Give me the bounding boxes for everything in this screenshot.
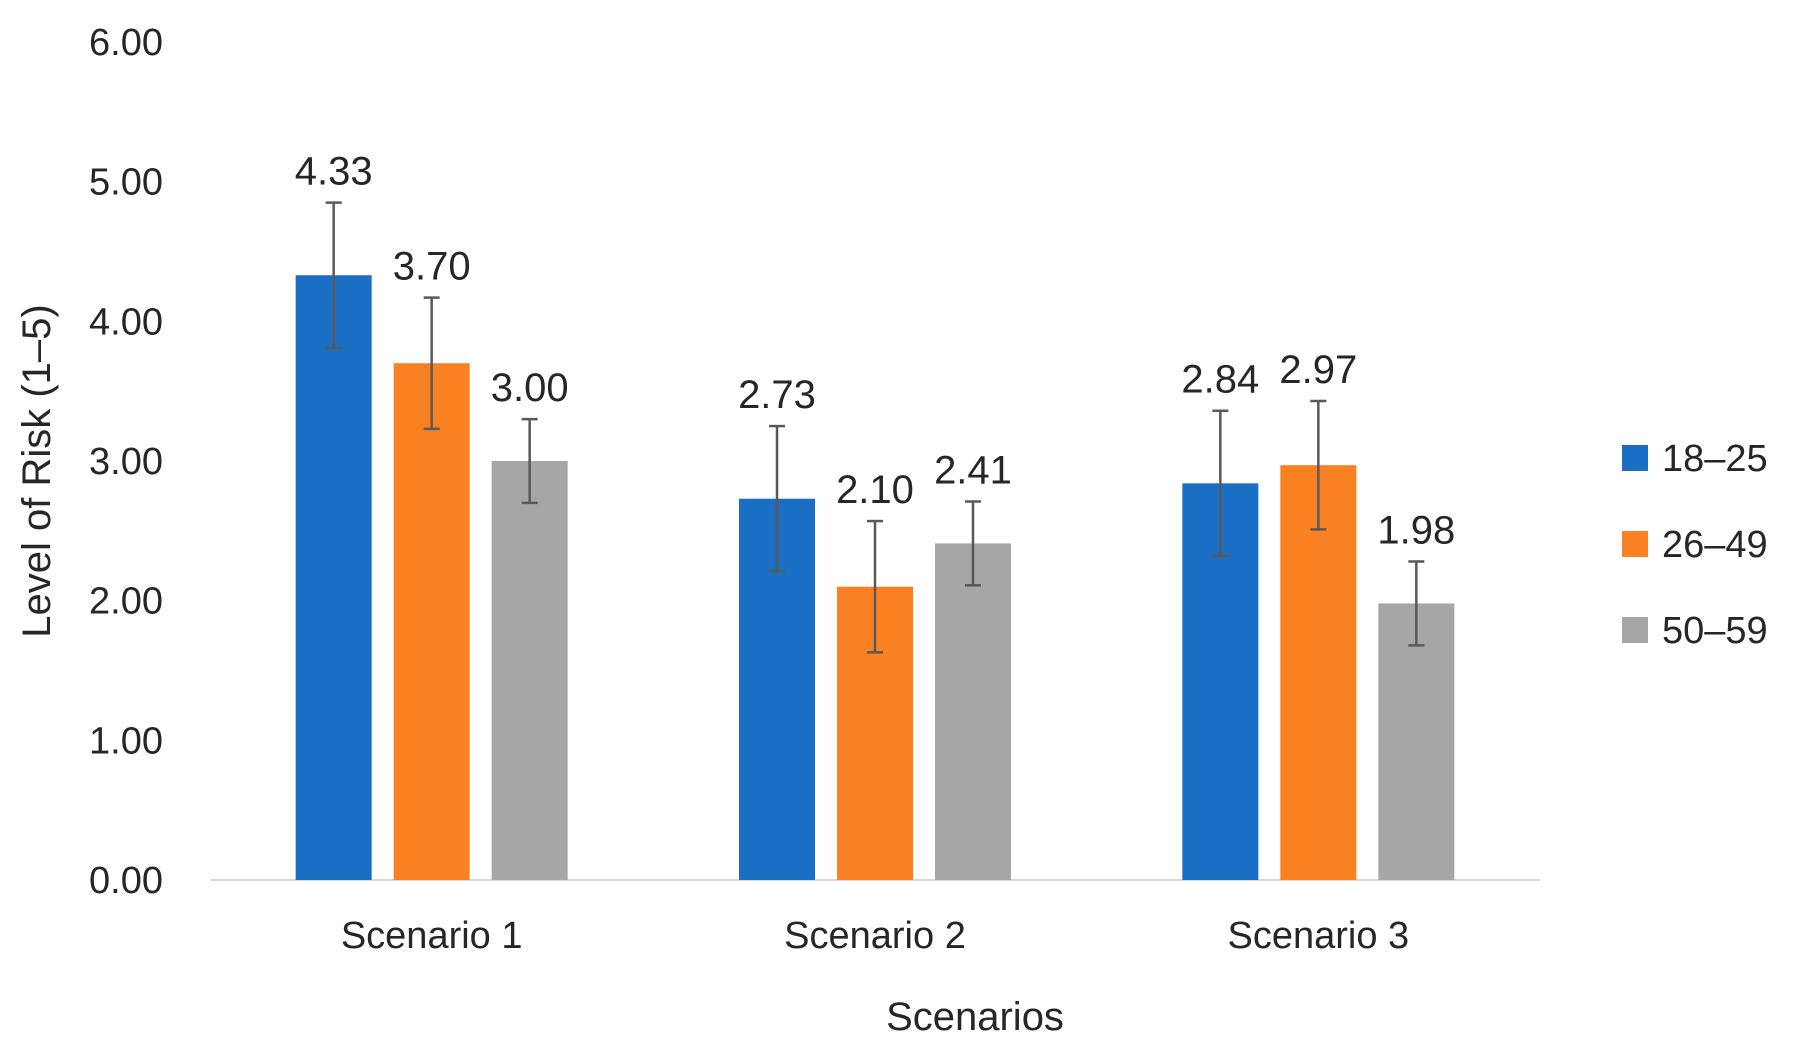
error-bar	[1408, 560, 1425, 647]
y-tick-label: 0.00	[89, 860, 163, 902]
data-label: 2.97	[1279, 348, 1357, 392]
error-bar	[325, 201, 342, 350]
bar-50–59-Scenario 1	[491, 461, 568, 880]
y-tick-label: 6.00	[89, 22, 163, 64]
legend-label: 18–25	[1662, 438, 1768, 480]
error-bars	[325, 201, 1425, 654]
error-bar	[1212, 409, 1229, 558]
data-label: 2.41	[934, 449, 1012, 493]
data-labels: 4.33 3.70 3.00 2.73 2.10 2.41 2.84 2.97 1.98	[295, 150, 1456, 553]
legend-swatch	[1622, 445, 1648, 471]
data-label: 1.98	[1377, 509, 1455, 553]
y-tick-label: 5.00	[89, 162, 163, 204]
bar-26–49-Scenario 3	[1280, 465, 1357, 880]
x-category-label: Scenario 3	[1227, 915, 1409, 957]
x-category-label: Scenario 1	[341, 915, 523, 957]
error-bar	[965, 500, 981, 587]
legend-label: 50–59	[1662, 610, 1768, 652]
bar-18–25-Scenario 1	[295, 275, 372, 880]
error-bar	[423, 296, 440, 431]
data-label: 2.84	[1181, 358, 1259, 402]
error-bar	[867, 519, 883, 654]
data-label: 2.10	[836, 468, 914, 512]
bar-50–59-Scenario 3	[1378, 603, 1455, 880]
legend-label: 26–49	[1662, 524, 1768, 566]
legend-item: 18–25	[1622, 438, 1768, 480]
data-label: 2.73	[738, 373, 816, 417]
y-tick-label: 1.00	[89, 720, 163, 762]
x-axis-categories: Scenario 1 Scenario 2 Scenario 3	[341, 915, 1409, 957]
error-bar	[1310, 399, 1327, 531]
x-axis-title: Scenarios	[886, 995, 1064, 1039]
y-axis-ticks: 0.00 1.00 2.00 3.00 4.00 5.00 6.00	[89, 22, 163, 902]
bar-26–49-Scenario 1	[393, 363, 470, 880]
data-label: 4.33	[295, 150, 373, 194]
x-category-label: Scenario 2	[784, 915, 966, 957]
legend-swatch	[1622, 617, 1648, 643]
bar-50–59-Scenario 2	[935, 543, 1011, 880]
legend: 18–25 26–49 50–59	[1622, 438, 1768, 652]
y-tick-label: 4.00	[89, 301, 163, 343]
data-label: 3.70	[393, 245, 471, 289]
legend-item: 26–49	[1622, 524, 1768, 566]
error-bar	[521, 417, 538, 505]
legend-item: 50–59	[1622, 610, 1768, 652]
legend-swatch	[1622, 531, 1648, 557]
data-label: 3.00	[491, 366, 569, 410]
y-tick-label: 3.00	[89, 441, 163, 483]
error-bar	[769, 424, 785, 573]
y-axis-title: Level of Risk (1–5)	[15, 304, 59, 637]
y-tick-label: 2.00	[89, 581, 163, 623]
